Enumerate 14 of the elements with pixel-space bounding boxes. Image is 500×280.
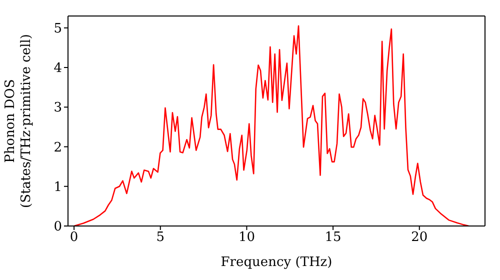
x-tick-label: 20 (411, 230, 428, 246)
x-tick-label: 10 (238, 230, 255, 246)
y-tick-label: 5 (54, 22, 62, 36)
y-tick-label: 0 (54, 220, 62, 235)
x-tick-label: 15 (324, 230, 342, 246)
y-axis-title: Phonon DOS (States/THz·primitive cell) (3, 34, 34, 208)
x-axis-title: Frequency (THz) (220, 255, 332, 270)
y-tick-label: 2 (54, 140, 62, 156)
x-tick-label: 5 (156, 230, 165, 246)
y-tick-label: 4 (54, 61, 62, 76)
line-series (73, 25, 470, 226)
y-tick-label: 1 (54, 180, 62, 195)
x-tick-label: 0 (70, 230, 78, 246)
y-tick-label: 3 (54, 100, 62, 116)
